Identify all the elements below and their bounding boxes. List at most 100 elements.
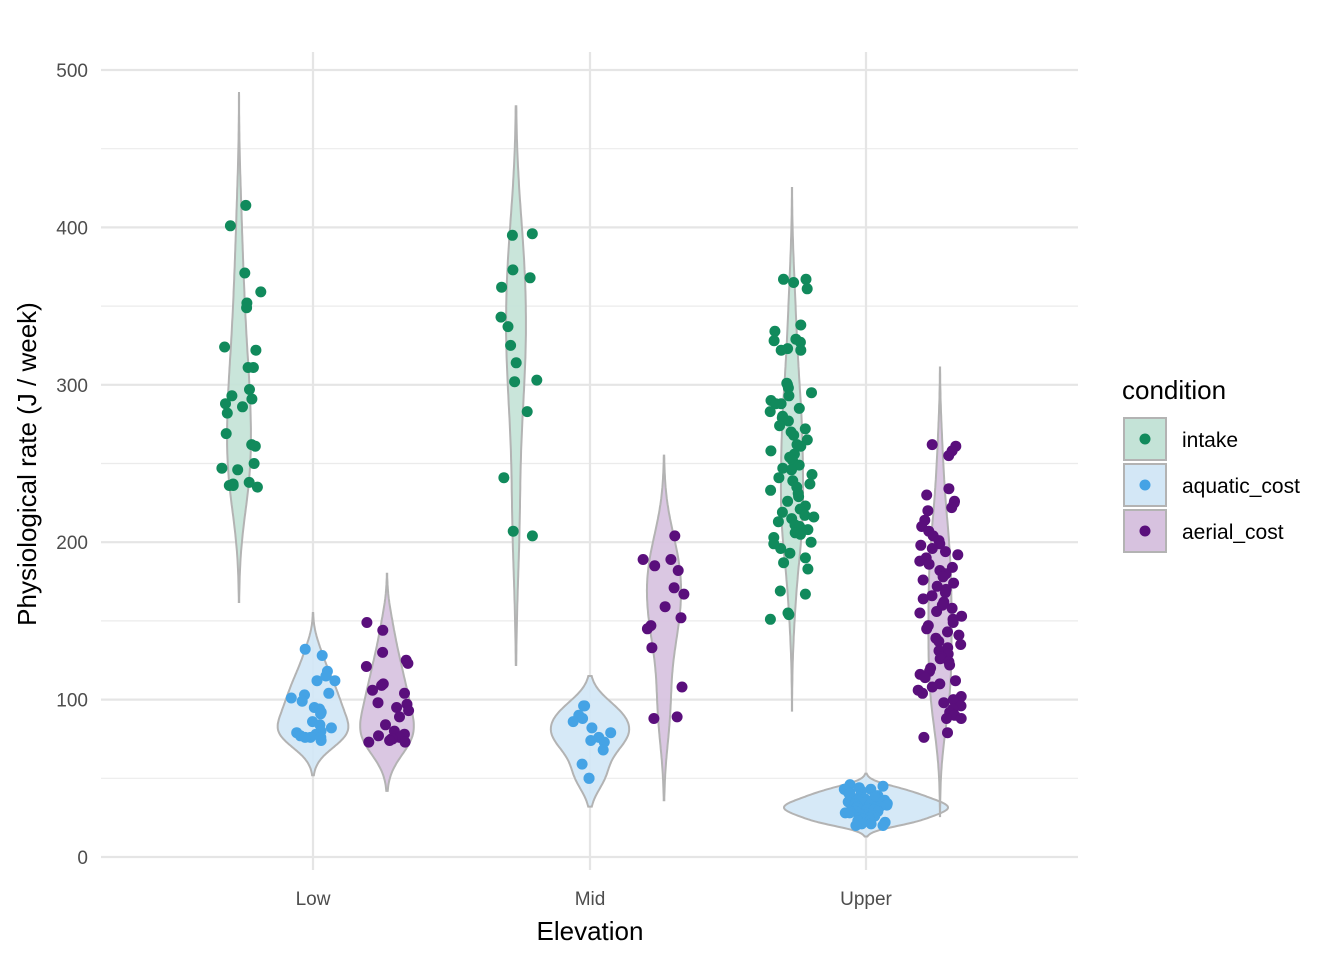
point-aerial_cost bbox=[665, 554, 677, 565]
point-intake bbox=[506, 229, 518, 241]
point-aquatic_cost bbox=[865, 818, 877, 830]
point-intake bbox=[509, 376, 521, 388]
point-intake bbox=[247, 362, 259, 373]
point-intake bbox=[774, 585, 786, 597]
point-intake bbox=[251, 481, 263, 493]
point-intake bbox=[795, 440, 807, 452]
y-tick-label: 300 bbox=[56, 376, 88, 397]
point-aerial_cost bbox=[384, 735, 396, 746]
point-intake bbox=[224, 220, 236, 232]
point-intake bbox=[769, 325, 781, 337]
point-aerial_cost bbox=[669, 530, 681, 542]
point-intake bbox=[498, 472, 510, 484]
point-aerial_cost bbox=[946, 602, 958, 614]
point-aerial_cost bbox=[671, 711, 683, 723]
point-intake bbox=[765, 445, 777, 457]
point-aerial_cost bbox=[944, 659, 956, 671]
point-aerial_cost bbox=[947, 694, 959, 706]
point-intake bbox=[795, 319, 807, 331]
point-intake bbox=[768, 335, 780, 347]
point-aerial_cost bbox=[943, 483, 955, 495]
legend-label-aquatic-cost: aquatic_cost bbox=[1182, 475, 1300, 498]
y-axis-ticks: 0 100 200 300 400 500 bbox=[56, 61, 88, 869]
point-aquatic_cost bbox=[877, 780, 889, 792]
legend-item-aerial-cost: aerial_cost bbox=[1123, 509, 1284, 553]
point-aquatic_cost bbox=[316, 650, 328, 661]
point-intake bbox=[505, 339, 517, 351]
point-intake bbox=[219, 341, 231, 353]
point-aerial_cost bbox=[946, 502, 958, 514]
point-intake bbox=[799, 552, 811, 564]
y-tick-label: 0 bbox=[77, 848, 88, 869]
point-aerial_cost bbox=[937, 571, 949, 583]
point-aquatic_cost bbox=[576, 758, 588, 770]
point-intake bbox=[524, 272, 536, 284]
point-intake bbox=[782, 495, 794, 507]
point-aerial_cost bbox=[402, 657, 414, 669]
point-aerial_cost bbox=[367, 684, 378, 696]
point-aerial_cost bbox=[952, 549, 964, 561]
point-aquatic_cost bbox=[605, 727, 617, 739]
point-aerial_cost bbox=[942, 626, 953, 638]
point-intake bbox=[799, 509, 811, 521]
point-aerial_cost bbox=[931, 580, 943, 592]
point-aerial_cost bbox=[372, 697, 384, 709]
point-aerial_cost bbox=[939, 587, 951, 599]
point-aerial_cost bbox=[377, 646, 389, 658]
point-aerial_cost bbox=[668, 582, 680, 594]
point-aquatic_cost bbox=[850, 820, 862, 831]
point-intake bbox=[216, 462, 228, 474]
point-aerial_cost bbox=[360, 661, 372, 672]
point-intake bbox=[784, 547, 796, 559]
point-intake bbox=[777, 462, 789, 474]
point-aerial_cost bbox=[955, 713, 967, 724]
legend-label-aerial-cost: aerial_cost bbox=[1182, 521, 1284, 544]
point-aquatic_cost bbox=[315, 708, 327, 720]
point-intake bbox=[502, 321, 514, 333]
point-aquatic_cost bbox=[577, 713, 589, 724]
point-aerial_cost bbox=[934, 653, 946, 665]
point-aquatic_cost bbox=[586, 722, 598, 734]
violin-intake-low bbox=[226, 91, 252, 603]
point-aerial_cost bbox=[361, 617, 373, 628]
point-aquatic_cost bbox=[583, 772, 595, 784]
point-aerial_cost bbox=[394, 711, 405, 723]
point-intake bbox=[800, 273, 812, 285]
point-intake bbox=[507, 264, 519, 276]
point-intake bbox=[788, 429, 800, 441]
point-intake bbox=[783, 609, 795, 621]
point-intake bbox=[764, 613, 776, 625]
point-intake bbox=[770, 398, 782, 410]
point-intake bbox=[237, 401, 248, 413]
point-aerial_cost bbox=[391, 702, 403, 713]
point-aerial_cost bbox=[675, 612, 687, 624]
point-aquatic_cost bbox=[320, 670, 332, 682]
point-intake bbox=[241, 302, 253, 314]
point-aerial_cost bbox=[921, 489, 933, 501]
point-intake bbox=[255, 286, 267, 298]
point-intake bbox=[764, 406, 776, 418]
y-tick-label: 100 bbox=[56, 691, 88, 712]
point-aerial_cost bbox=[363, 736, 375, 748]
point-aquatic_cost bbox=[311, 675, 323, 687]
point-intake bbox=[778, 557, 790, 569]
point-intake bbox=[510, 357, 522, 369]
point-intake bbox=[526, 530, 538, 542]
point-intake bbox=[802, 563, 814, 575]
point-intake bbox=[776, 506, 788, 518]
point-intake bbox=[495, 311, 507, 323]
point-aerial_cost bbox=[947, 617, 959, 628]
point-aquatic_cost bbox=[329, 675, 341, 687]
legend-dot-aquatic-cost bbox=[1139, 479, 1151, 491]
point-aquatic_cost bbox=[285, 692, 297, 704]
point-intake bbox=[775, 344, 787, 356]
point-aerial_cost bbox=[938, 697, 950, 709]
point-intake bbox=[250, 344, 262, 356]
point-intake bbox=[248, 458, 260, 469]
point-intake bbox=[795, 528, 806, 540]
x-axis-title: Elevation bbox=[537, 916, 644, 946]
point-aerial_cost bbox=[637, 554, 649, 565]
point-intake bbox=[805, 536, 817, 548]
point-intake bbox=[521, 406, 533, 418]
point-intake bbox=[793, 491, 805, 503]
